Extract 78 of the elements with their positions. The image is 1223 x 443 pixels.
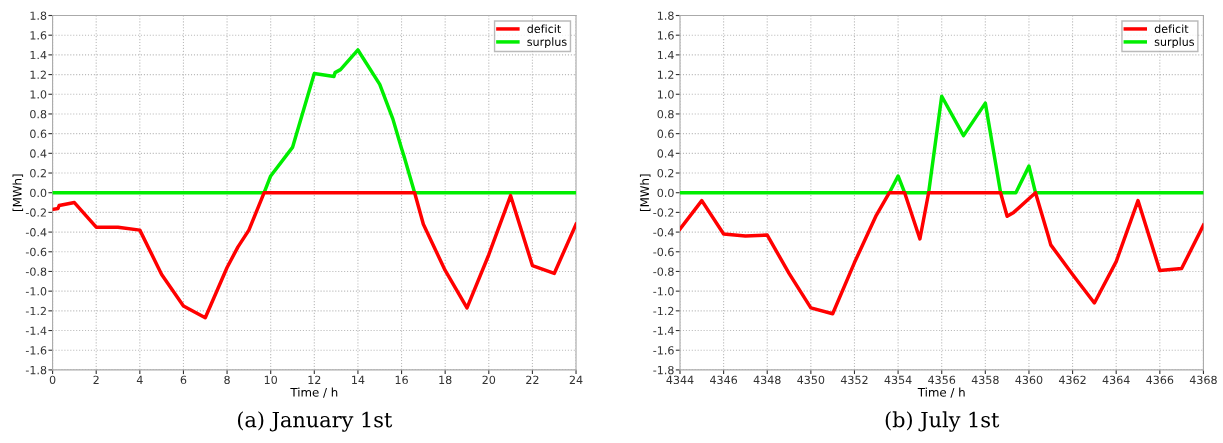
legend-label: deficit <box>527 24 561 33</box>
y-tick-label: 0.2 <box>657 168 674 178</box>
y-tick-label: -0.2 <box>653 208 674 217</box>
y-tick-label: -1.4 <box>653 326 674 335</box>
y-tick-label: -1.0 <box>653 287 674 296</box>
x-tick-label: 24 <box>569 375 583 384</box>
y-tick-label: -0.6 <box>653 247 674 257</box>
x-tick-label: 4348 <box>753 375 781 385</box>
y-axis-title: [MWh] <box>639 174 651 211</box>
legend-label: surplus <box>527 37 567 49</box>
y-tick-label: 1.4 <box>30 51 47 60</box>
x-tick-label: 4368 <box>1189 375 1217 385</box>
x-tick-label: 4352 <box>840 375 868 385</box>
y-tick-label: -1.8 <box>25 365 47 375</box>
x-tick-label: 18 <box>439 375 452 385</box>
y-tick-label: -1.0 <box>25 287 47 296</box>
y-tick-label: -0.8 <box>25 267 47 276</box>
x-tick-label: 0 <box>49 375 56 385</box>
line-series <box>52 190 577 320</box>
x-tick-label: 4358 <box>971 375 999 385</box>
y-tick-label: 1.0 <box>657 90 674 99</box>
x-tick-label: 4346 <box>710 375 738 385</box>
legend-label: surplus <box>1154 37 1194 49</box>
x-tick-label: 12 <box>308 375 321 384</box>
y-tick-label: 1.8 <box>30 11 47 20</box>
y-tick-label: 0.0 <box>657 188 674 198</box>
y-tick-label: 1.0 <box>30 90 47 99</box>
y-tick-label: -0.8 <box>653 267 674 276</box>
x-tick-label: 6 <box>180 375 187 385</box>
y-tick-label: 0.4 <box>657 149 674 158</box>
x-tick-label: 4362 <box>1058 375 1086 385</box>
x-tick-label: 4354 <box>884 375 912 385</box>
x-tick-label: 4344 <box>666 375 694 385</box>
x-tick-label: 14 <box>352 375 365 384</box>
x-tick-label: 4350 <box>797 375 825 385</box>
y-tick-label: -0.6 <box>25 247 47 257</box>
x-tick-label: 4366 <box>1146 375 1174 385</box>
y-tick-label: 0.6 <box>657 129 674 139</box>
y-tick-label: 1.6 <box>657 31 674 40</box>
y-tick-label: 0.6 <box>30 129 47 139</box>
y-tick-label: 0.8 <box>657 109 674 119</box>
x-axis-title: Time / h <box>290 387 338 398</box>
y-tick-label: -1.4 <box>25 326 47 335</box>
x-tick-label: 2 <box>93 375 99 384</box>
y-tick-label: 1.8 <box>657 11 674 20</box>
x-tick-label: 10 <box>264 375 278 385</box>
y-tick-label: 1.2 <box>30 70 46 79</box>
x-axis-title: Time / h <box>917 387 965 398</box>
x-tick-label: 16 <box>395 375 408 385</box>
y-tick-label: 0.2 <box>30 168 46 178</box>
line-series <box>679 190 1204 316</box>
x-tick-label: 4364 <box>1102 375 1130 385</box>
y-axis-title: [MWh] <box>12 174 24 211</box>
text: (a) January 1st <box>237 411 393 432</box>
y-tick-label: -0.4 <box>25 228 47 237</box>
x-tick-label: 4356 <box>928 375 956 385</box>
line-series <box>52 48 577 195</box>
y-tick-label: -1.2 <box>653 306 674 316</box>
x-tick-label: 4 <box>136 375 143 384</box>
y-tick-label: 0.8 <box>30 109 47 119</box>
text: (b) July 1st <box>885 411 1000 432</box>
y-tick-label: -1.6 <box>25 346 47 355</box>
y-tick-label: 1.4 <box>657 51 674 60</box>
y-tick-label: -1.2 <box>25 306 46 316</box>
x-tick-label: 20 <box>482 375 496 385</box>
y-tick-label: -0.2 <box>25 208 46 217</box>
line-series <box>679 94 1204 195</box>
x-tick-label: 22 <box>526 375 539 384</box>
y-tick-label: -0.4 <box>653 228 674 237</box>
y-tick-label: -1.8 <box>653 365 674 375</box>
legend-label: deficit <box>1154 24 1189 33</box>
y-tick-label: 1.2 <box>657 70 674 79</box>
x-tick-label: 8 <box>224 375 230 385</box>
y-tick-label: 0.4 <box>30 149 47 158</box>
y-tick-label: 0.0 <box>30 188 47 198</box>
x-tick-label: 4360 <box>1015 375 1043 385</box>
y-tick-label: -1.6 <box>653 346 674 355</box>
y-tick-label: 1.6 <box>30 31 47 40</box>
